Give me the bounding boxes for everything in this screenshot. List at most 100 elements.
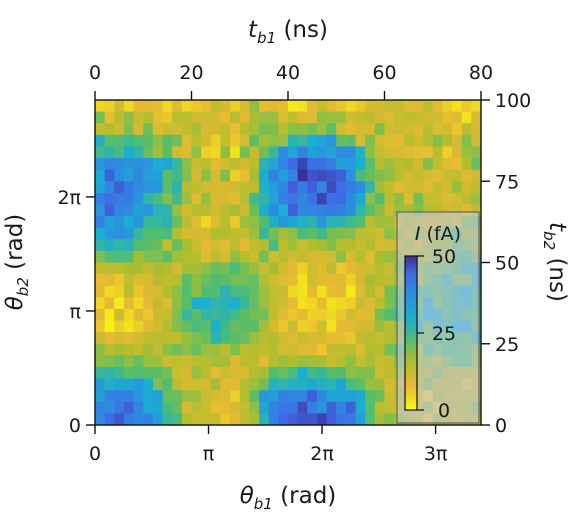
heat-cell bbox=[307, 297, 318, 310]
heat-cell bbox=[239, 250, 250, 264]
heat-cell bbox=[307, 146, 318, 159]
heat-cell bbox=[201, 297, 212, 310]
heat-cell bbox=[95, 390, 106, 403]
heat-cell bbox=[432, 146, 443, 159]
heat-cell bbox=[384, 308, 395, 322]
heat-cell bbox=[95, 320, 106, 333]
heat-cell bbox=[278, 239, 289, 252]
heat-cell bbox=[442, 181, 453, 194]
heat-cell bbox=[355, 308, 366, 322]
heat-cell bbox=[288, 204, 299, 217]
heat-cell bbox=[230, 216, 241, 229]
heat-cell bbox=[172, 181, 183, 194]
heat-cell bbox=[152, 216, 164, 229]
heat-cell bbox=[133, 146, 144, 159]
heat-cell bbox=[104, 390, 115, 403]
heat-cell bbox=[201, 343, 212, 356]
heat-cell bbox=[268, 123, 279, 136]
heat-cell bbox=[326, 366, 337, 380]
heat-cell bbox=[365, 111, 376, 124]
heat-cell bbox=[384, 332, 395, 345]
heat-cell bbox=[345, 285, 357, 298]
heat-cell bbox=[374, 308, 386, 322]
heat-cell bbox=[162, 134, 173, 148]
heat-cell bbox=[365, 366, 376, 380]
heat-cell bbox=[374, 227, 386, 240]
heat-cell bbox=[345, 366, 357, 380]
heat-cell bbox=[152, 239, 164, 252]
heat-cell bbox=[461, 134, 472, 148]
heat-cell bbox=[95, 401, 106, 414]
heat-cell bbox=[365, 401, 376, 414]
heat-cell bbox=[316, 100, 328, 113]
heat-cell bbox=[230, 343, 241, 356]
heat-cell bbox=[336, 134, 347, 148]
heat-cell bbox=[297, 111, 308, 124]
heat-cell bbox=[259, 401, 270, 414]
heat-cell bbox=[288, 378, 299, 391]
heat-cell bbox=[365, 204, 376, 217]
heat-cell bbox=[152, 332, 164, 345]
heat-cell bbox=[210, 250, 222, 264]
heat-cell bbox=[365, 216, 376, 229]
heat-cell bbox=[249, 390, 260, 403]
heat-cell bbox=[423, 111, 434, 124]
top-axis-tick-label: 0 bbox=[89, 62, 101, 84]
heat-cell bbox=[191, 285, 202, 298]
heat-cell bbox=[471, 204, 481, 217]
heat-cell bbox=[384, 378, 395, 391]
heat-cell bbox=[162, 274, 173, 287]
heat-cell bbox=[268, 355, 279, 368]
heat-cell bbox=[452, 134, 463, 148]
heat-cell bbox=[278, 216, 289, 229]
heat-cell bbox=[278, 355, 289, 368]
heat-cell bbox=[152, 390, 164, 403]
heat-cell bbox=[384, 343, 395, 356]
heat-cell bbox=[259, 111, 270, 124]
heat-cell bbox=[307, 227, 318, 240]
heat-cell bbox=[143, 320, 154, 333]
heat-cell bbox=[133, 100, 144, 113]
heat-cell bbox=[201, 181, 212, 194]
heat-cell bbox=[336, 123, 347, 136]
heat-cell bbox=[394, 204, 405, 217]
heat-cell bbox=[326, 111, 337, 124]
heat-cell bbox=[268, 413, 279, 425]
heat-cell bbox=[201, 192, 212, 206]
heat-cell bbox=[230, 366, 241, 380]
heat-cell bbox=[268, 297, 279, 310]
heat-cell bbox=[162, 111, 173, 124]
heat-cell bbox=[152, 378, 164, 391]
heat-cell bbox=[230, 169, 241, 182]
heat-cell bbox=[316, 134, 328, 148]
heat-cell bbox=[259, 297, 270, 310]
top-axis-tick-label: 60 bbox=[372, 62, 396, 84]
heat-cell bbox=[114, 192, 125, 206]
heat-cell bbox=[297, 181, 308, 194]
heat-cell bbox=[249, 250, 260, 264]
heat-cell bbox=[104, 343, 115, 356]
heat-cell bbox=[288, 169, 299, 182]
heat-cell bbox=[461, 123, 472, 136]
heat-cell bbox=[413, 192, 424, 206]
heat-cell bbox=[152, 100, 164, 113]
heat-cell bbox=[365, 285, 376, 298]
left-axis-tick-label: 0 bbox=[69, 415, 81, 437]
heat-cell bbox=[162, 262, 173, 275]
heat-cell bbox=[220, 401, 231, 414]
heat-cell bbox=[268, 343, 279, 356]
heat-cell bbox=[104, 169, 115, 182]
heat-cell bbox=[143, 111, 154, 124]
heat-cell bbox=[162, 332, 173, 345]
heat-cell bbox=[297, 413, 308, 425]
heat-cell bbox=[220, 111, 231, 124]
heat-cell bbox=[365, 355, 376, 368]
heat-cell bbox=[384, 366, 395, 380]
heat-cell bbox=[316, 216, 328, 229]
heat-cell bbox=[123, 332, 135, 345]
heat-cell bbox=[114, 355, 125, 368]
heat-cell bbox=[316, 343, 328, 356]
heat-cell bbox=[191, 413, 202, 425]
heat-cell bbox=[336, 308, 347, 322]
right-axis-tick-label: 0 bbox=[495, 415, 507, 437]
